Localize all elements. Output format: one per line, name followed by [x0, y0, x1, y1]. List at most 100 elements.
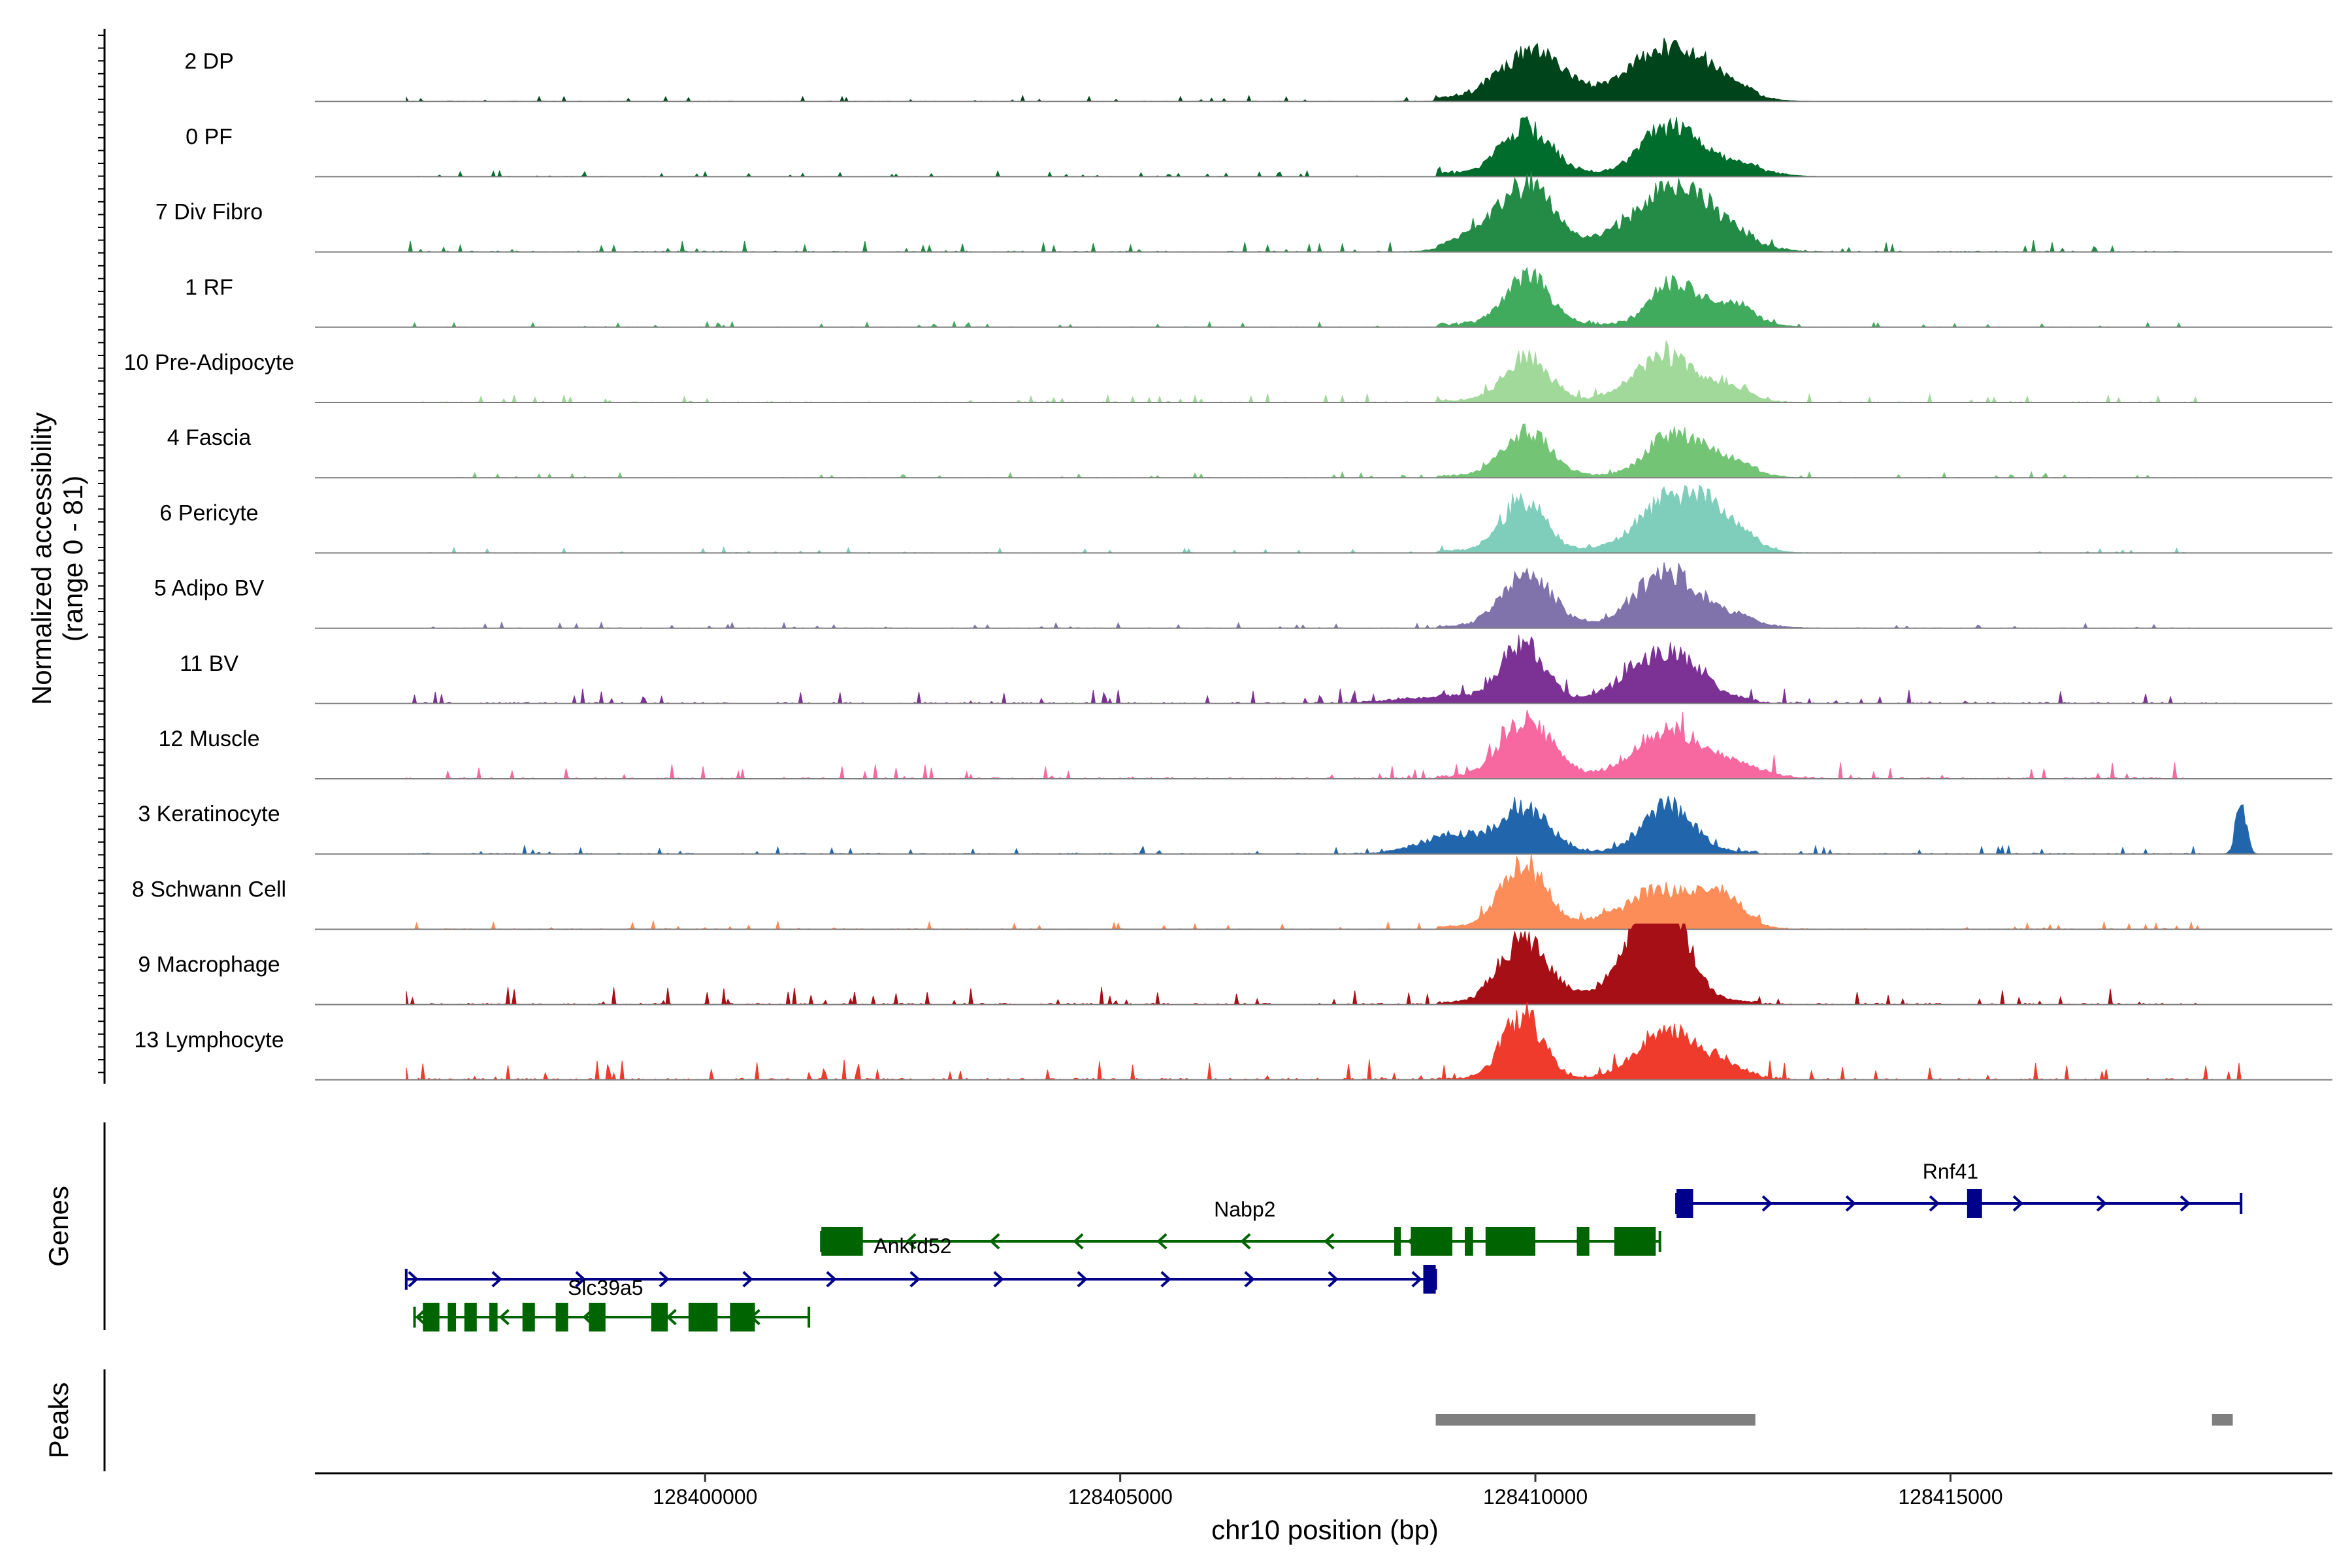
track-label: 9 Macrophage — [138, 953, 280, 977]
track-signal — [406, 795, 2259, 855]
track-signal — [406, 562, 2258, 629]
strand-arrow — [993, 1271, 1004, 1288]
x-axis-title: chr10 position (bp) — [1211, 1514, 1439, 1545]
gene-label: Nabp2 — [1214, 1198, 1275, 1221]
strand-arrow — [1240, 1233, 1251, 1250]
track-9-macrophage: 9 Macrophage — [138, 923, 2332, 1006]
track-signal — [406, 923, 2258, 1006]
strand-arrow — [826, 1271, 837, 1288]
track-signal — [406, 171, 2258, 253]
track-signal — [406, 340, 2258, 403]
y-axis-title: Normalized accessibility — [26, 412, 57, 705]
gene-exon — [589, 1303, 606, 1331]
gene-exon — [1576, 1227, 1590, 1256]
strand-arrow — [1411, 1271, 1422, 1288]
gene-exon — [1485, 1227, 1536, 1256]
strand-arrow — [989, 1233, 1000, 1250]
track-label: 10 Pre-Adipocyte — [124, 350, 295, 375]
genes-panel: Rnf41 Nabp2 Ankrd52 Slc39a5 — [404, 1160, 2243, 1331]
strand-arrow — [1761, 1195, 1773, 1212]
track-label: 5 Adipo BV — [154, 576, 265, 601]
strand-arrow — [1077, 1271, 1088, 1288]
gene-exon — [423, 1303, 440, 1331]
track-label: 7 Div Fibro — [155, 200, 263, 225]
gene-exon — [555, 1303, 568, 1331]
strand-arrow — [1073, 1233, 1084, 1250]
gene-exon — [651, 1303, 668, 1331]
gene-slc39a5: Slc39a5 — [404, 1265, 1437, 1299]
gene-unnamed — [413, 1303, 811, 1331]
strand-arrow — [1845, 1195, 1857, 1212]
x-tick-label: 128410000 — [1483, 1485, 1588, 1509]
track-2-dp: 2 DP — [184, 37, 2332, 103]
gene-label: Rnf41 — [1923, 1160, 1978, 1183]
track-signal — [406, 37, 2258, 103]
track-3-keratinocyte: 3 Keratinocyte — [138, 795, 2332, 855]
strand-arrow — [1160, 1271, 1171, 1288]
peaks-panel-title: Peaks — [43, 1382, 74, 1459]
gene-exon — [1614, 1227, 1656, 1256]
genes-panel-title: Genes — [43, 1186, 74, 1267]
track-signal — [406, 634, 2258, 705]
peak-region — [1435, 1414, 1756, 1426]
track-6-pericyte: 6 Pericyte — [159, 484, 2332, 554]
gene-exon — [1394, 1227, 1401, 1256]
strand-arrow — [498, 1309, 510, 1326]
y-axis-subtitle: (range 0 - 81) — [57, 476, 88, 642]
track-5-adipo-bv: 5 Adipo BV — [154, 562, 2332, 629]
x-tick-label: 128405000 — [1068, 1485, 1173, 1509]
track-label: 3 Keratinocyte — [138, 802, 280, 826]
gene-label: Slc39a5 — [568, 1276, 644, 1299]
strand-arrow — [575, 1271, 586, 1288]
strand-arrow — [909, 1271, 921, 1288]
track-signal — [406, 853, 2258, 930]
peak-region — [2212, 1414, 2233, 1426]
strand-arrow — [2180, 1195, 2191, 1212]
gene-ankrd52: Ankrd52 — [874, 1234, 951, 1258]
track-label: 0 PF — [186, 124, 233, 149]
track-signal — [406, 1002, 2258, 1081]
track-label: 2 DP — [184, 49, 234, 74]
strand-arrow — [408, 1271, 419, 1288]
gene-exon — [688, 1303, 718, 1331]
track-signal — [406, 267, 2258, 328]
track-label: 13 Lymphocyte — [134, 1028, 284, 1053]
gene-exon — [1465, 1227, 1473, 1256]
strand-arrow — [666, 1309, 677, 1326]
strand-arrow — [2096, 1195, 2108, 1212]
gene-exon — [1423, 1265, 1436, 1294]
strand-arrow — [659, 1271, 670, 1288]
gene-exon — [448, 1303, 457, 1331]
track-7-div-fibro: 7 Div Fibro — [155, 171, 2332, 253]
x-tick-label: 128415000 — [1898, 1485, 2002, 1509]
gene-exon — [1411, 1227, 1452, 1256]
strand-arrow — [906, 1233, 917, 1250]
gene-exon — [1676, 1189, 1693, 1218]
track-signal — [406, 116, 2258, 178]
gene-exon — [821, 1227, 863, 1256]
strand-arrow — [1156, 1233, 1168, 1250]
track-8-schwann-cell: 8 Schwann Cell — [132, 853, 2332, 930]
track-label: 1 RF — [185, 275, 233, 300]
track-signal — [406, 423, 2258, 478]
track-13-lymphocyte: 13 Lymphocyte — [134, 1002, 2332, 1081]
strand-arrow — [1929, 1195, 1940, 1212]
peaks-panel — [1435, 1414, 2233, 1426]
strand-arrow — [1324, 1233, 1335, 1250]
track-4-fascia: 4 Fascia — [167, 423, 2332, 479]
gene-exon — [464, 1303, 477, 1331]
track-12-muscle: 12 Muscle — [159, 710, 2332, 780]
strand-arrow — [2012, 1195, 2024, 1212]
track-0-pf: 0 PF — [186, 116, 2332, 178]
gene-rnf41: Rnf41 — [1675, 1160, 2243, 1218]
track-label: 12 Muscle — [159, 727, 260, 751]
track-10-pre-adipocyte: 10 Pre-Adipocyte — [124, 340, 2332, 403]
x-tick-label: 128400000 — [653, 1485, 757, 1509]
strand-arrow — [1328, 1271, 1339, 1288]
track-label: 4 Fascia — [167, 425, 252, 450]
gene-exon — [489, 1303, 498, 1331]
x-axis: 128400000 128405000 128410000 128415000 — [315, 1472, 2332, 1509]
gene-exon — [522, 1303, 535, 1331]
strand-arrow — [742, 1271, 753, 1288]
